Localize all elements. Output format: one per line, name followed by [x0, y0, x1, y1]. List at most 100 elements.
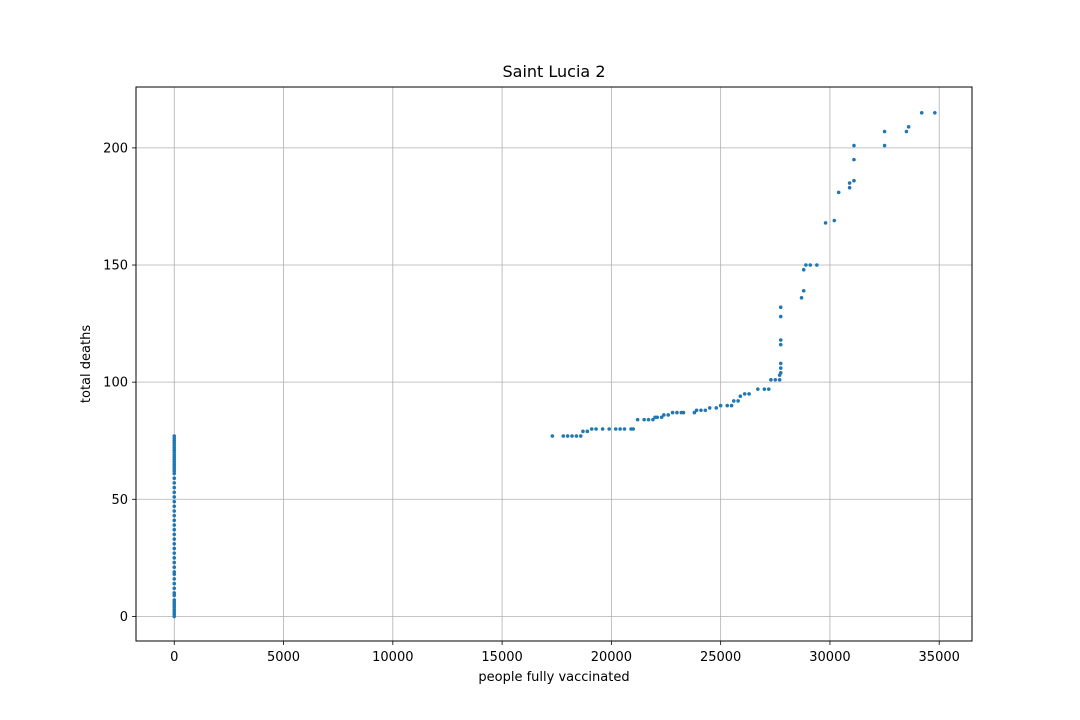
data-point — [742, 392, 747, 396]
data-point — [659, 415, 664, 420]
data-point — [906, 125, 911, 129]
data-point — [172, 504, 177, 509]
data-point — [570, 434, 574, 438]
data-point — [561, 434, 566, 438]
data-point — [618, 427, 622, 431]
x-tick-label: 5000 — [267, 650, 300, 665]
x-tick-label: 35000 — [919, 650, 960, 665]
data-point — [172, 513, 177, 518]
axis-ticks: 0 5000 10000 15000 20000 25000 30000 35000 0 50 10… — [103, 141, 960, 665]
data-point — [852, 143, 856, 148]
data-point — [172, 495, 177, 499]
data-point — [642, 417, 646, 422]
data-point — [565, 434, 570, 438]
data-point — [703, 408, 708, 413]
data-point — [847, 185, 852, 190]
data-point — [172, 518, 177, 523]
data-point — [801, 288, 806, 293]
data-point — [778, 305, 783, 309]
data-point — [613, 427, 618, 431]
data-point — [172, 591, 177, 595]
data-point — [852, 157, 856, 162]
data-point — [756, 387, 760, 391]
y-tick-label: 50 — [111, 493, 128, 508]
data-point — [172, 581, 177, 586]
y-axis-title: total deaths — [79, 325, 94, 403]
data-point — [738, 394, 743, 399]
data-point — [692, 410, 697, 415]
data-point — [766, 387, 771, 391]
data-point — [699, 408, 703, 413]
data-point — [731, 399, 736, 403]
x-tick-label: 15000 — [481, 650, 522, 665]
data-point — [662, 413, 666, 417]
data-point — [815, 263, 819, 267]
y-tick-label: 200 — [103, 141, 128, 156]
data-point — [778, 342, 783, 347]
data-point — [762, 387, 767, 391]
data-point — [778, 370, 783, 375]
data-point — [631, 427, 636, 431]
chart-title: Saint Lucia 2 — [503, 62, 606, 81]
data-point — [172, 509, 177, 513]
data-point — [172, 476, 177, 480]
x-tick-label: 10000 — [372, 650, 413, 665]
data-point — [172, 598, 177, 602]
data-point — [847, 181, 852, 185]
data-point — [707, 406, 712, 410]
data-point — [933, 110, 937, 115]
data-point — [882, 143, 887, 148]
data-point — [172, 546, 177, 551]
data-point — [172, 541, 177, 546]
data-point — [694, 408, 699, 413]
data-point — [172, 434, 177, 438]
data-point — [736, 399, 740, 403]
data-point — [550, 434, 555, 438]
data-point — [852, 178, 856, 183]
x-tick-label: 25000 — [700, 650, 741, 665]
data-point — [804, 263, 808, 267]
data-point — [808, 263, 813, 267]
data-point — [172, 556, 177, 560]
data-point — [777, 378, 782, 382]
data-point — [801, 267, 806, 272]
data-point — [172, 565, 177, 570]
data-points — [172, 110, 937, 619]
data-point — [747, 392, 751, 396]
data-point — [581, 429, 585, 434]
y-tick-label: 0 — [120, 610, 128, 625]
data-point — [607, 427, 611, 431]
data-point — [882, 129, 887, 134]
data-point — [778, 361, 783, 366]
x-tick-label: 20000 — [591, 650, 632, 665]
data-point — [172, 527, 177, 532]
y-tick-label: 150 — [103, 259, 128, 274]
data-point — [574, 434, 579, 438]
data-point — [714, 406, 719, 410]
data-point — [172, 570, 177, 574]
data-point — [578, 434, 583, 438]
data-point — [172, 485, 177, 490]
y-tick-label: 100 — [103, 376, 128, 391]
data-point — [635, 417, 640, 422]
data-point — [172, 481, 177, 485]
data-point — [172, 499, 177, 504]
data-point — [773, 378, 778, 382]
plot-frame — [135, 86, 973, 642]
data-point — [646, 417, 651, 422]
data-point — [799, 296, 804, 300]
data-point — [172, 551, 177, 555]
data-point — [769, 378, 773, 382]
data-point — [585, 429, 590, 434]
x-tick-label: 30000 — [809, 650, 850, 665]
data-point — [172, 490, 177, 495]
x-tick-label: 0 — [170, 650, 178, 665]
data-point — [651, 417, 655, 422]
data-point — [666, 413, 670, 417]
x-axis-title: people fully vaccinated — [478, 670, 629, 685]
data-point — [823, 221, 828, 225]
data-point — [832, 218, 837, 223]
data-point — [904, 129, 909, 134]
data-point — [172, 537, 177, 541]
data-point — [594, 427, 598, 431]
